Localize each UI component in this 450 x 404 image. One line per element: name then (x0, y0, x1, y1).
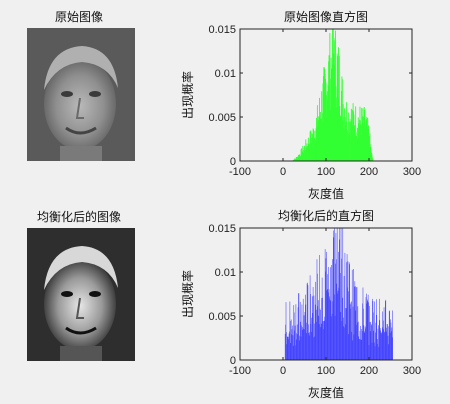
original-histogram-title: 原始图像直方图 (284, 9, 368, 24)
original-histogram-xlabel: 灰度值 (308, 186, 344, 201)
equalized-histogram-title: 均衡化后的直方图 (278, 208, 374, 223)
equalized-histogram-bars (284, 228, 393, 360)
y-tick-label: 0.015 (208, 223, 236, 235)
equalized-image-title: 均衡化后的图像 (37, 209, 121, 224)
y-tick-label: 0.01 (215, 267, 236, 279)
x-tick-label: 300 (403, 166, 421, 178)
y-tick-label: 0 (230, 156, 236, 168)
original-image-panel: 原始图像 (27, 10, 135, 161)
original-image-title: 原始图像 (55, 10, 103, 24)
x-tick-label: 300 (403, 365, 421, 377)
x-tick-label: 0 (280, 365, 286, 377)
x-tick-label: -100 (229, 365, 251, 377)
equalized-histogram: 均衡化后的直方图 -100 0 100 200 300 00.0050.010.015 … (180, 208, 421, 400)
y-tick-label: 0.015 (208, 24, 236, 36)
x-tick-label: 200 (360, 365, 378, 377)
x-tick-label: 0 (280, 166, 286, 178)
equalized-histogram-ylabel: 出现概率 (180, 270, 195, 318)
x-tick-label: 100 (317, 166, 335, 178)
original-face (44, 46, 118, 161)
y-tick-label: 0.005 (208, 112, 236, 124)
x-tick-label: -100 (229, 166, 251, 178)
y-tick-label: 0.01 (215, 68, 236, 80)
x-tick-label: 100 (317, 365, 335, 377)
x-tick-label: 200 (360, 166, 378, 178)
y-tick-label: 0.005 (208, 311, 236, 323)
equalized-face (44, 246, 118, 361)
equalized-histogram-xlabel: 灰度值 (308, 385, 344, 400)
original-histogram-ylabel: 出现概率 (180, 71, 195, 119)
y-tick-label: 0 (230, 355, 236, 367)
original-histogram-bars (291, 29, 374, 161)
equalized-image-panel: 均衡化后的图像 (27, 209, 135, 361)
